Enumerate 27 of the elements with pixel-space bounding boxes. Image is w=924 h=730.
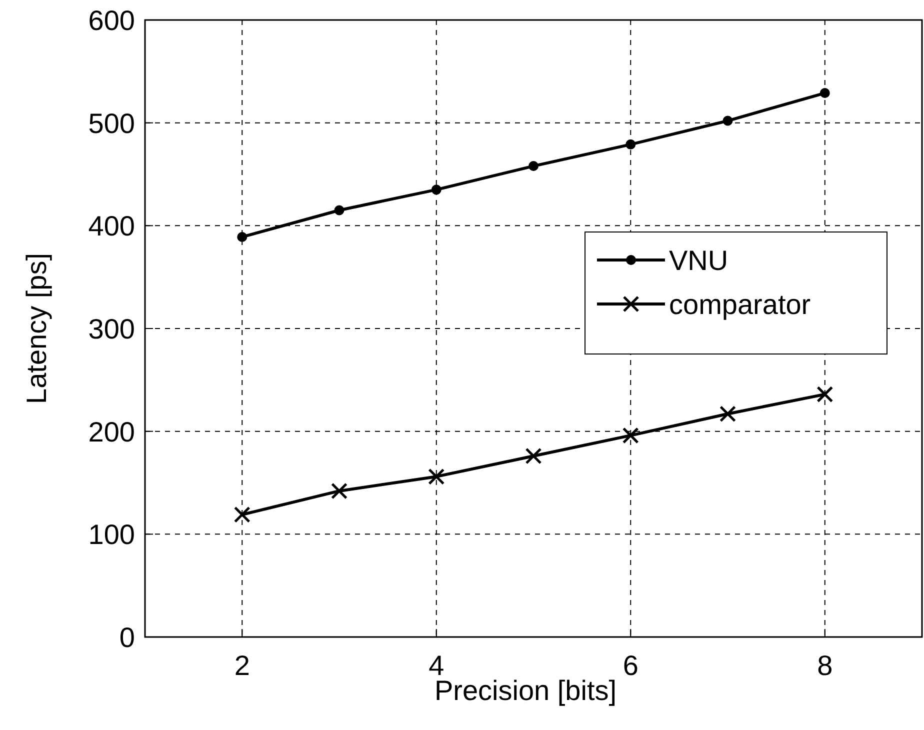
y-tick-label: 200 bbox=[88, 416, 135, 448]
point bbox=[237, 232, 248, 242]
point bbox=[334, 205, 344, 216]
point bbox=[431, 184, 442, 195]
x-tick-label: 8 bbox=[817, 650, 833, 681]
y-tick-label: 300 bbox=[88, 314, 135, 344]
point bbox=[528, 161, 538, 172]
legend-label: VNU bbox=[669, 245, 728, 276]
y-tick-label: 400 bbox=[88, 210, 135, 242]
x-tick-label: 2 bbox=[234, 650, 250, 681]
y-tick-label: 0 bbox=[119, 622, 135, 653]
point bbox=[525, 448, 542, 464]
point bbox=[331, 482, 348, 500]
point bbox=[428, 468, 445, 485]
point bbox=[722, 116, 733, 126]
y-axis-title: Latency [ps] bbox=[21, 253, 52, 404]
point bbox=[816, 386, 834, 403]
point bbox=[720, 406, 736, 422]
y-tick-label: 100 bbox=[88, 519, 135, 550]
y-tick-label: 500 bbox=[88, 108, 135, 139]
y-tick-label: 600 bbox=[88, 5, 135, 36]
point bbox=[626, 139, 636, 150]
legend-label: comparator bbox=[669, 289, 811, 320]
x-tick-label: 6 bbox=[622, 650, 638, 681]
point bbox=[820, 88, 830, 98]
point bbox=[234, 506, 250, 523]
point bbox=[622, 427, 639, 444]
